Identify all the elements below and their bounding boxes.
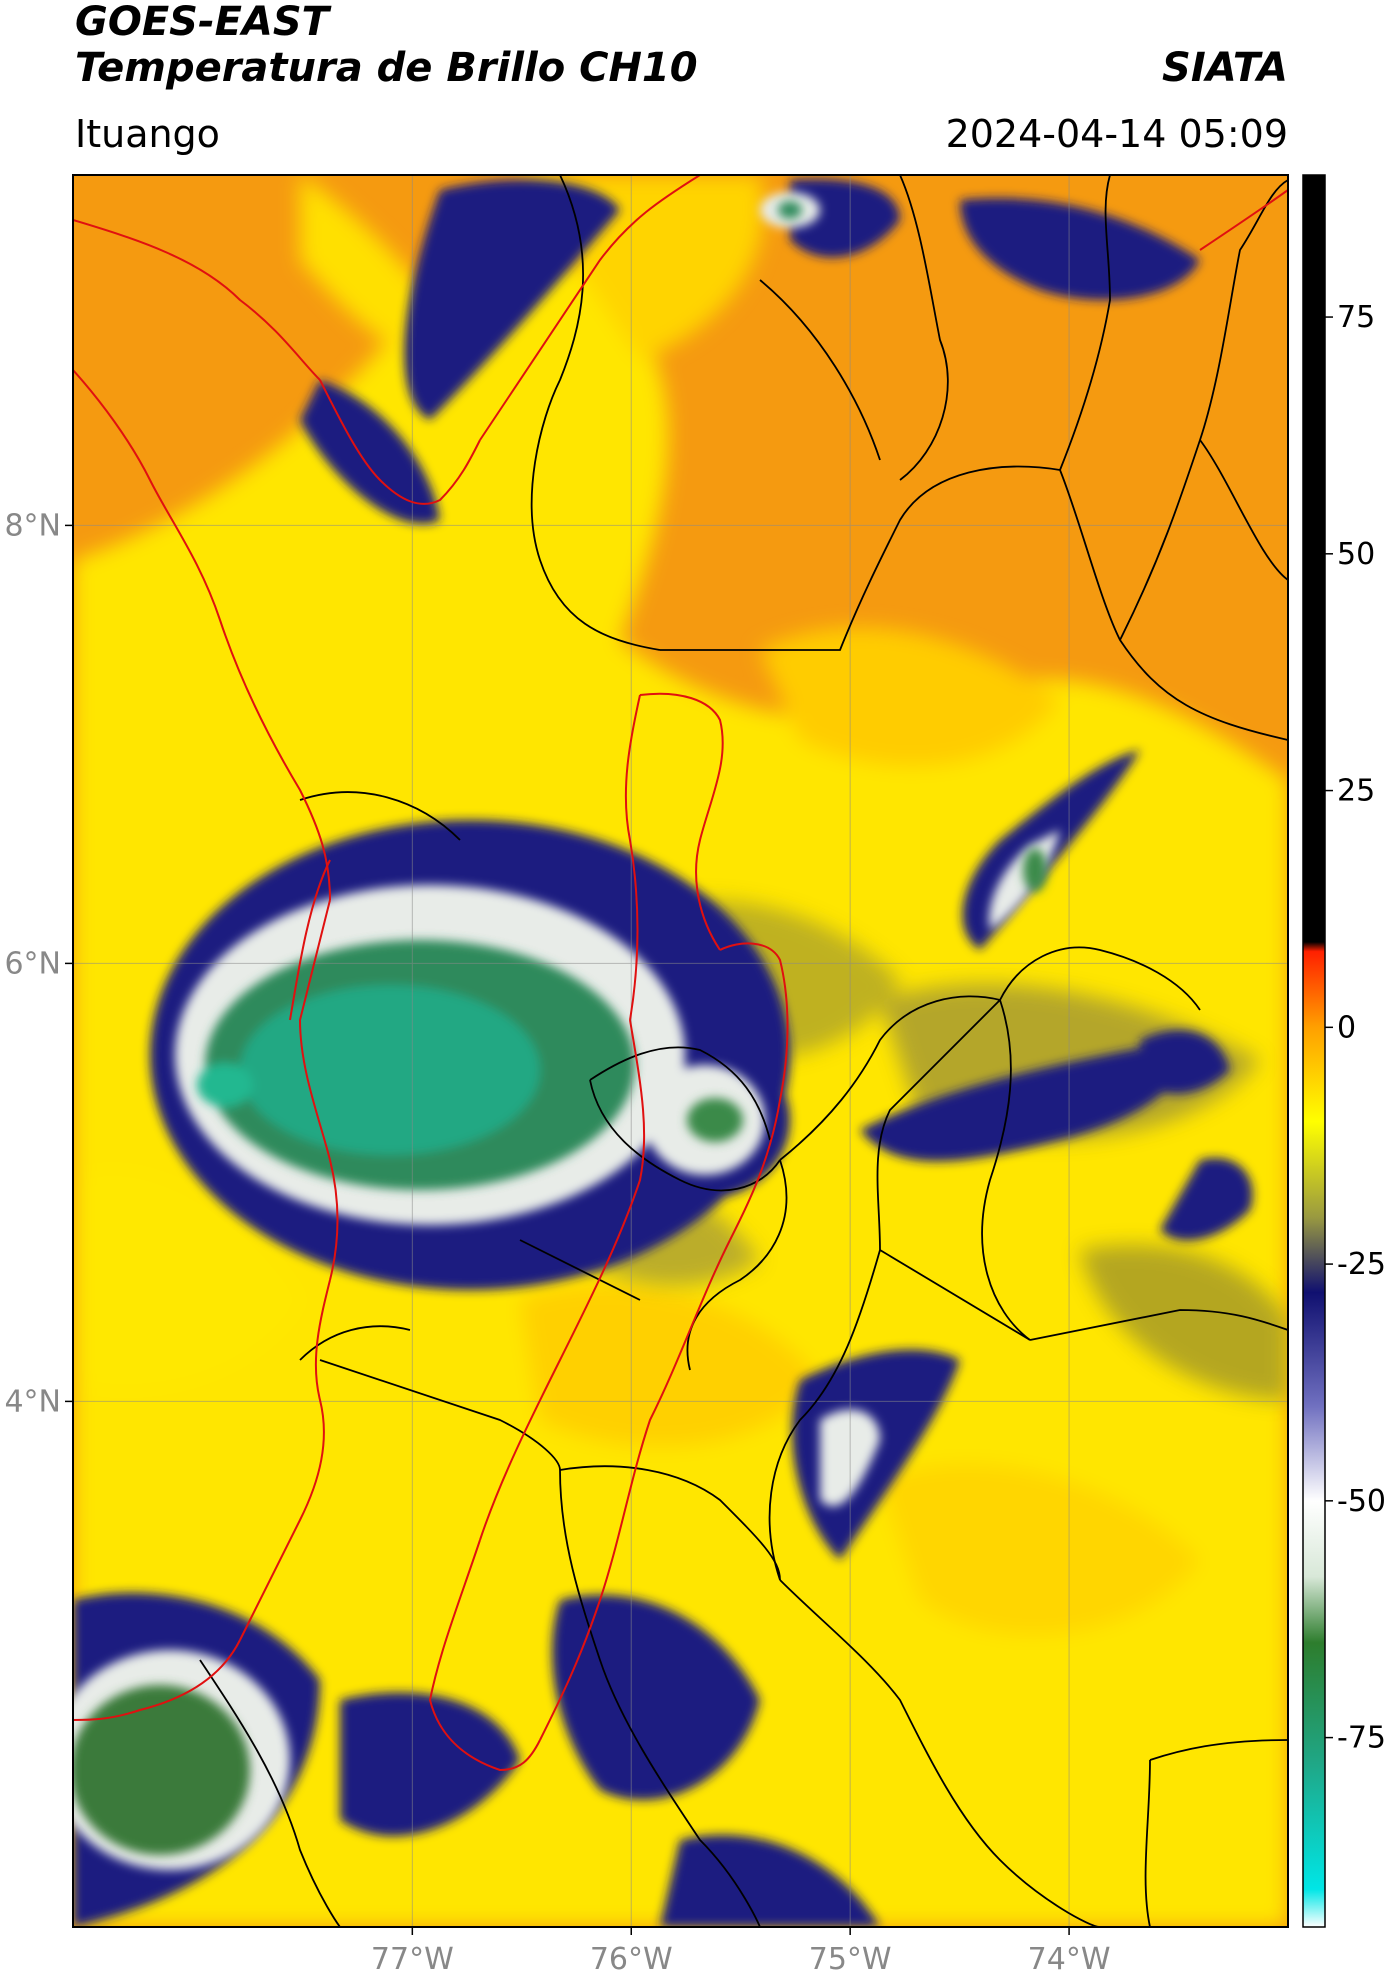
longitude-labels: 77°W 76°W 75°W 74°W (371, 1927, 1111, 1977)
title-line-2: Temperatura de Brillo CH10 (75, 45, 698, 91)
location-label: Ituango (75, 112, 220, 156)
lon-tick-label: 74°W (1028, 1942, 1111, 1977)
colorbar-frame (1302, 174, 1326, 1928)
map-gridlines (73, 175, 1288, 1927)
colorbar: 75 50 25 0 -25 -50 -75 (1302, 174, 1384, 1928)
map-frame (72, 174, 1289, 1928)
colorbar-ticks: 75 50 25 0 -25 -50 -75 (1325, 300, 1384, 1756)
colorbar-gradient (1303, 175, 1325, 1927)
department-borders (199, 175, 1288, 1927)
brand-label: SIATA (1162, 45, 1288, 91)
country-and-region-borders (73, 175, 1288, 1772)
map-borders (73, 175, 1288, 1927)
title-line-1: GOES-EAST (75, 0, 329, 45)
datetime-label: 2024-04-14 05:09 (945, 112, 1288, 156)
colorbar-tick-label: 50 (1337, 537, 1375, 572)
colorbar-tick-label: -25 (1337, 1247, 1384, 1282)
lon-tick-label: 75°W (809, 1942, 892, 1977)
lat-tick-label: 4°N (4, 1384, 61, 1419)
colorbar-tick-label: -75 (1337, 1721, 1384, 1756)
colorbar-tick-label: 0 (1337, 1010, 1356, 1045)
lon-tick-label: 77°W (371, 1942, 454, 1977)
lat-tick-label: 8°N (4, 508, 61, 543)
colorbar-tick-label: -50 (1337, 1484, 1384, 1519)
lat-tick-label: 6°N (4, 946, 61, 981)
colorbar-tick-label: 75 (1337, 300, 1375, 335)
cold-green-cores (73, 201, 1047, 1855)
latitude-labels: 8°N 6°N 4°N (4, 508, 73, 1419)
colorbar-tick-label: 25 (1337, 774, 1375, 809)
lon-tick-label: 76°W (590, 1942, 673, 1977)
brightness-temperature-field (73, 175, 1288, 1927)
